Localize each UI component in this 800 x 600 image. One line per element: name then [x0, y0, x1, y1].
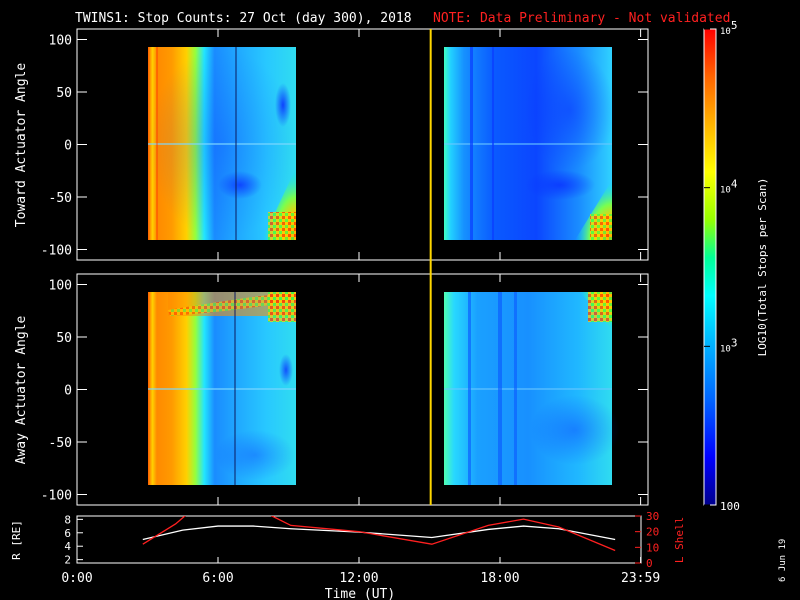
lshell-series-line — [142, 516, 616, 552]
lshell-tick-label: 0 — [646, 557, 653, 570]
time-axis-ticks: 0:00 6:00 12:00 18:00 23:59 — [61, 571, 660, 586]
colorbar-gradient — [703, 28, 717, 506]
away-panel: 100 50 0 -50 -100 Away Actuator Angle — [14, 273, 649, 506]
time-axis-label: Time (UT) — [325, 587, 395, 600]
figure-title: TWINS1: Stop Counts: 27 Oct (day 300), 2… — [75, 11, 412, 26]
date-stamp: 6 Jun 19 — [778, 539, 788, 582]
time-tick-label: 6:00 — [202, 571, 233, 586]
colorbar-label: LOG10(Total Stops per Scan) — [756, 178, 769, 357]
away-ytick-label: -100 — [41, 489, 72, 504]
preliminary-note: NOTE: Data Preliminary - Not validated — [433, 11, 730, 26]
toward-ytick-label: -50 — [49, 191, 72, 206]
toward-data-block-right — [444, 47, 615, 240]
ephemeris-panel-frame — [76, 515, 642, 564]
toward-ytick-label: 100 — [49, 34, 72, 49]
toward-ytick-label: 50 — [56, 86, 72, 101]
r-tick-label: 2 — [64, 554, 71, 567]
ephemeris-lines — [142, 516, 616, 552]
colorbar-tick-label: 105 — [720, 19, 737, 37]
lshell-axis-label: L Shell — [673, 517, 686, 563]
away-ytick-label: 100 — [49, 279, 72, 294]
colorbar-ticks: 105 104 103 100 — [704, 19, 740, 513]
away-ylabel: Away Actuator Angle — [14, 315, 29, 464]
lshell-tick-label: 30 — [646, 510, 659, 523]
time-tick-label: 0:00 — [61, 571, 92, 586]
r-tick-label: 6 — [64, 527, 71, 540]
colorbar-tick-label: 100 — [720, 500, 740, 513]
away-data-block-left — [148, 292, 296, 485]
r-series-line — [142, 525, 616, 541]
time-tick-label: 18:00 — [480, 571, 519, 586]
away-ytick-label: 0 — [64, 384, 72, 399]
lshell-tick-label: 20 — [646, 526, 659, 539]
toward-panel: 100 50 0 -50 -100 Toward Actuator Angle — [14, 28, 649, 261]
away-y-ticks: 100 50 0 -50 -100 — [41, 274, 648, 505]
toward-y-ticks: 100 50 0 -50 -100 — [41, 29, 648, 260]
lshell-tick-label: 10 — [646, 541, 659, 554]
colorbar-tick-label: 103 — [720, 336, 737, 354]
toward-ytick-label: -100 — [41, 244, 72, 259]
toward-ylabel: Toward Actuator Angle — [14, 63, 29, 228]
colorbar-tick-label: 104 — [720, 178, 738, 196]
toward-data-block-left — [148, 47, 296, 240]
r-tick-label: 4 — [64, 540, 71, 553]
away-ytick-label: 50 — [56, 331, 72, 346]
away-data-block-right — [444, 292, 620, 485]
r-tick-label: 8 — [64, 513, 71, 526]
colorbar: 105 104 103 100 LOG10(Total Stops per Scan) — [703, 19, 769, 513]
time-tick-label: 12:00 — [339, 571, 378, 586]
away-ytick-label: -50 — [49, 436, 72, 451]
toward-ytick-label: 0 — [64, 139, 72, 154]
r-axis-label: R [RE] — [10, 520, 23, 560]
time-tick-label: 23:59 — [621, 571, 660, 586]
